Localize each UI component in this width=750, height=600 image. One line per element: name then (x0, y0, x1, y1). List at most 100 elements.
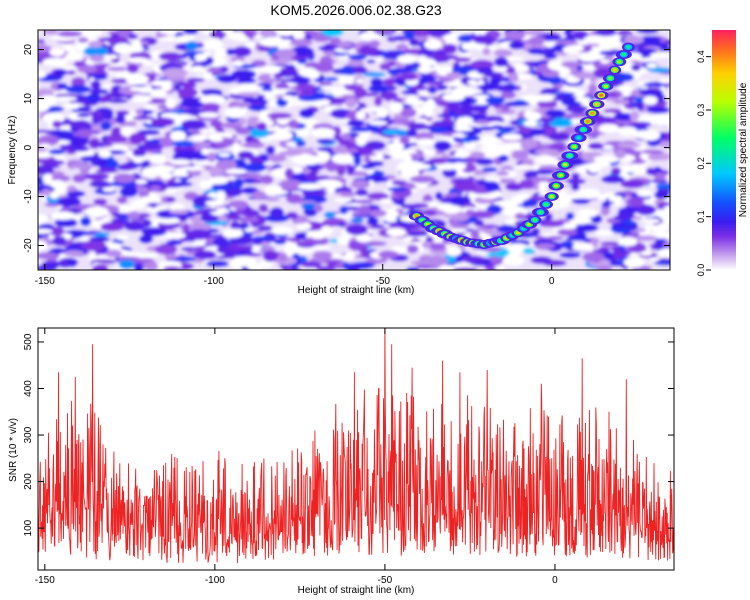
noise-cell (83, 46, 109, 57)
noise-cell (522, 42, 533, 50)
noise-cell (84, 206, 109, 218)
noise-cell (319, 81, 333, 87)
noise-cell (301, 203, 318, 210)
noise-cell (571, 172, 581, 180)
noise-cell (360, 92, 380, 97)
noise-cell (54, 69, 66, 78)
spec-x-tick-label: -150 (35, 276, 55, 287)
noise-cell (614, 149, 626, 159)
noise-cell (77, 37, 89, 43)
noise-cell (218, 152, 231, 157)
noise-cell (619, 99, 630, 105)
noise-cell (170, 130, 187, 142)
ridge-core (558, 173, 563, 177)
noise-cell (425, 98, 436, 110)
noise-cell (629, 196, 643, 207)
noise-cell (93, 198, 108, 206)
noise-cell (476, 66, 494, 75)
noise-cell (334, 213, 353, 219)
noise-cell (532, 94, 557, 99)
noise-cell (217, 74, 237, 84)
noise-cell (150, 117, 175, 127)
noise-cell (649, 257, 659, 262)
noise-cell (84, 173, 110, 181)
noise-cell (470, 59, 495, 70)
noise-cell (57, 30, 83, 37)
noise-cell (505, 182, 524, 192)
noise-cell (168, 209, 189, 215)
noise-cell (49, 191, 59, 199)
noise-cell (640, 250, 653, 256)
noise-cell (77, 64, 97, 73)
noise-cell (88, 40, 103, 48)
noise-cell (370, 77, 384, 87)
noise-cell (251, 236, 275, 241)
ridge-core (515, 231, 521, 235)
noise-cell (545, 109, 562, 118)
noise-cell (608, 195, 623, 203)
noise-cell (325, 162, 339, 172)
noise-cell (572, 223, 599, 233)
noise-cell (176, 80, 186, 87)
noise-cell (278, 150, 304, 156)
noise-cell (93, 221, 103, 230)
noise-cell (239, 216, 259, 223)
noise-cell (199, 213, 221, 223)
noise-cell (544, 53, 558, 59)
noise-cell (623, 257, 645, 268)
noise-cell (143, 261, 160, 270)
noise-cell (209, 137, 224, 142)
noise-cell (351, 152, 362, 158)
snr-x-tick-label: -100 (205, 575, 225, 586)
noise-cell (447, 101, 460, 111)
noise-cell (446, 246, 462, 257)
noise-cell (239, 36, 250, 42)
noise-cell (262, 250, 278, 262)
noise-cell (313, 204, 323, 213)
noise-cell (315, 265, 337, 270)
noise-cell (587, 162, 602, 173)
noise-cell (409, 175, 436, 183)
noise-cell (148, 202, 158, 208)
noise-cell (461, 255, 484, 262)
noise-cell (237, 222, 250, 229)
noise-cell (360, 107, 387, 113)
noise-cell (396, 54, 417, 64)
noise-cell (435, 191, 443, 201)
noise-cell (310, 233, 326, 240)
noise-cell (470, 229, 480, 240)
noise-cell (391, 67, 413, 74)
noise-cell (241, 209, 260, 218)
noise-cell (293, 140, 306, 147)
noise-cell (557, 92, 575, 97)
ridge-core (543, 202, 549, 206)
noise-cell (233, 177, 244, 189)
noise-cell (221, 122, 243, 129)
noise-cell (242, 142, 265, 149)
noise-cell (54, 218, 78, 228)
snr-x-tick-label: 0 (552, 575, 558, 586)
noise-cell (116, 196, 128, 204)
noise-cell (657, 248, 670, 259)
noise-cell (489, 76, 502, 86)
noise-cell (368, 84, 390, 93)
noise-cell (617, 142, 642, 148)
noise-cell (290, 46, 314, 57)
noise-cell (76, 128, 94, 138)
noise-cell (560, 61, 582, 68)
noise-cell (336, 165, 346, 177)
noise-cell (49, 179, 65, 189)
noise-cell (135, 179, 148, 184)
noise-cell (508, 72, 519, 82)
noise-cell (79, 216, 92, 227)
noise-cell (646, 62, 658, 69)
noise-cell (613, 112, 635, 121)
noise-cell (110, 33, 120, 40)
noise-cell (38, 103, 50, 112)
noise-cell (92, 73, 108, 81)
noise-cell (355, 188, 369, 197)
noise-cell (574, 72, 596, 80)
noise-cell (257, 225, 273, 232)
noise-cell (500, 91, 516, 99)
noise-cell (407, 99, 426, 106)
